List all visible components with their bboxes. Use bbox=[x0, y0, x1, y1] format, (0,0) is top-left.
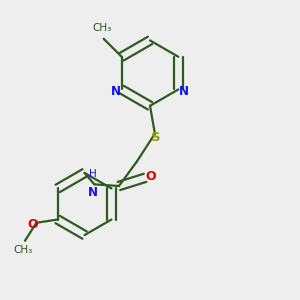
Text: CH₃: CH₃ bbox=[14, 245, 33, 255]
Text: S: S bbox=[151, 131, 160, 144]
Text: O: O bbox=[27, 218, 38, 231]
Text: O: O bbox=[146, 170, 156, 183]
Text: N: N bbox=[111, 85, 121, 98]
Text: N: N bbox=[179, 85, 189, 98]
Text: N: N bbox=[88, 186, 98, 199]
Text: CH₃: CH₃ bbox=[92, 23, 112, 33]
Text: H: H bbox=[89, 169, 97, 179]
